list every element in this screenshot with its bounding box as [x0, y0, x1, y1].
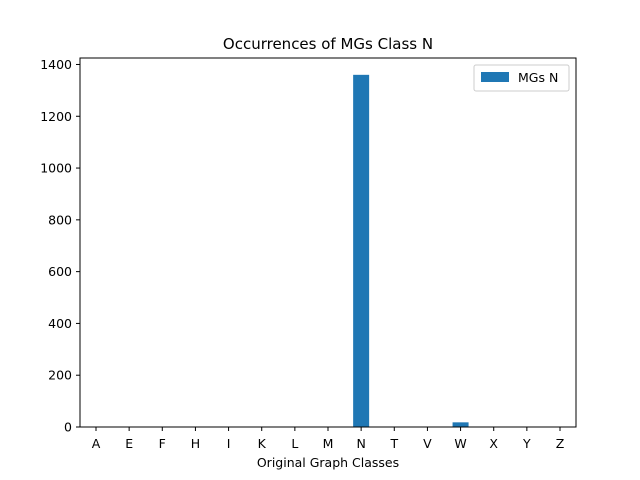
x-tick-label: K [258, 436, 267, 451]
x-tick-label: F [159, 436, 166, 451]
x-tick-label: E [125, 436, 133, 451]
y-tick-label: 0 [64, 420, 72, 435]
x-tick-label: H [191, 436, 200, 451]
y-tick-label: 1000 [40, 161, 72, 176]
x-tick-label: A [92, 436, 101, 451]
y-tick-label: 800 [48, 212, 72, 227]
bar-N [353, 74, 370, 427]
x-axis-title: Original Graph Classes [257, 455, 399, 470]
y-tick-label: 600 [48, 264, 72, 279]
legend-frame [473, 64, 570, 92]
x-tick-label: X [489, 436, 498, 451]
y-tick-label: 1400 [40, 57, 72, 72]
x-tick-label: W [454, 436, 466, 451]
chart-title: Occurrences of MGs Class N [223, 35, 433, 53]
y-tick-label: 200 [48, 368, 72, 383]
y-tick-label: 1200 [40, 109, 72, 124]
legend-label: MGs N [518, 70, 558, 85]
y-axis-ticks: 0 200 400 600 800 1000 1200 1400 [40, 57, 80, 435]
x-tick-label: V [423, 436, 432, 451]
legend: MGs N [473, 64, 570, 92]
x-tick-label: Z [556, 436, 565, 451]
x-tick-label: L [291, 436, 298, 451]
bar-W [452, 422, 469, 427]
x-tick-label: M [323, 436, 334, 451]
x-tick-label: T [389, 436, 398, 451]
plot-frame [79, 57, 577, 428]
y-tick-label: 400 [48, 316, 72, 331]
x-tick-label: I [227, 436, 231, 451]
legend-swatch [481, 72, 509, 82]
x-tick-label: N [356, 436, 365, 451]
bars-group [353, 74, 469, 427]
x-tick-label: Y [522, 436, 531, 451]
